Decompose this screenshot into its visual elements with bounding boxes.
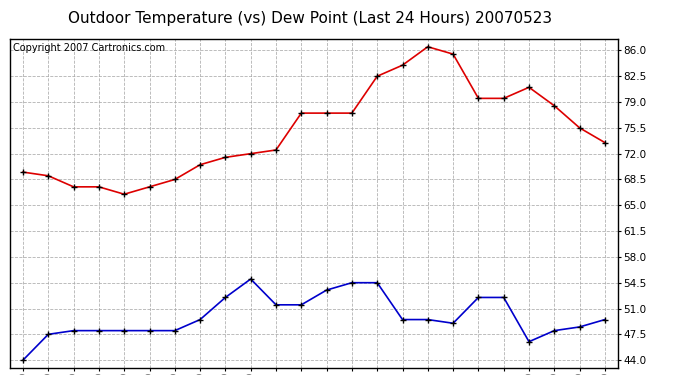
Text: Copyright 2007 Cartronics.com: Copyright 2007 Cartronics.com bbox=[13, 43, 166, 52]
Text: Outdoor Temperature (vs) Dew Point (Last 24 Hours) 20070523: Outdoor Temperature (vs) Dew Point (Last… bbox=[68, 11, 553, 26]
